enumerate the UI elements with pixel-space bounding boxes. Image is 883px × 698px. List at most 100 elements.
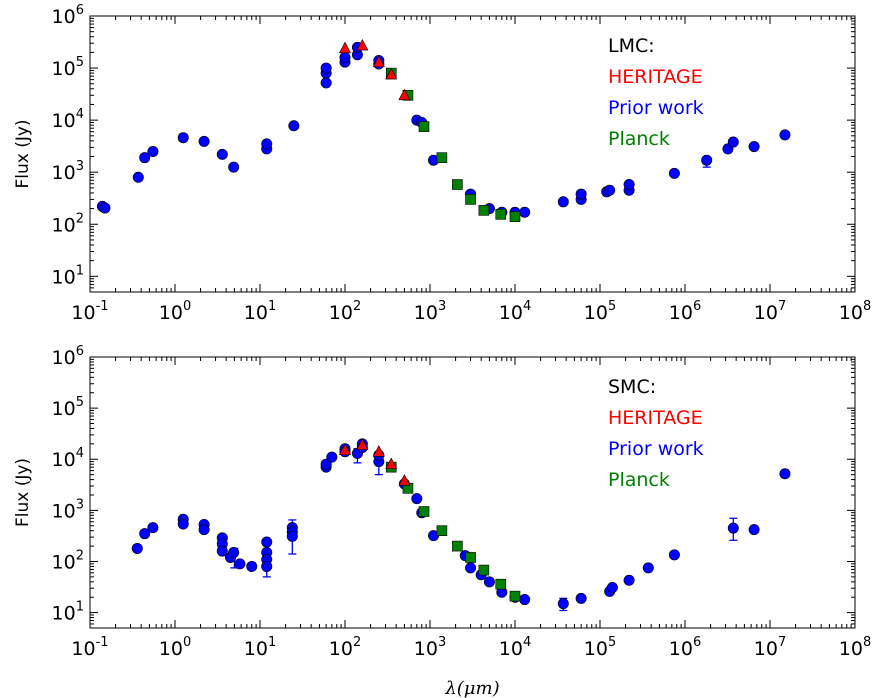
lmc-y-tick-label: 104 <box>52 107 84 132</box>
smc-legend-entry: Prior work <box>608 438 704 460</box>
smc-y-tick-label: 104 <box>52 446 84 471</box>
lmc-y-tick-label: 101 <box>52 263 84 288</box>
lmc-heritage-point <box>398 88 411 101</box>
lmc-y-axis-label: Flux (Jy) <box>13 119 33 188</box>
lmc-prior-work-point <box>198 135 210 147</box>
smc-prior-work-point <box>727 522 739 534</box>
smc-x-tick-label: 106 <box>669 635 701 660</box>
smc-prior-work-point <box>575 592 587 604</box>
smc-prior-work-point <box>668 549 680 561</box>
smc-heritage-point <box>385 457 398 469</box>
smc-y-tick-label: 105 <box>52 395 84 420</box>
lmc-prior-work-point <box>177 132 189 144</box>
lmc-panel: 10-1 100 101 102 103 104 105 106 107 108 101 102 103… <box>13 3 871 324</box>
smc-x-tick-label: 104 <box>499 635 531 660</box>
lmc-prior-work-point <box>575 188 587 200</box>
smc-x-tick-label: 107 <box>754 635 786 660</box>
smc-x-tick-label: 100 <box>159 635 191 660</box>
lmc-x-tick-label: 100 <box>159 299 191 324</box>
smc-prior-work-point <box>465 562 477 574</box>
smc-legend-title: SMC: <box>608 376 656 398</box>
lmc-legend-entry: Prior work <box>608 97 704 119</box>
lmc-axes-frame <box>89 15 856 293</box>
smc-x-axis-label: λ(μm) <box>444 678 499 698</box>
lmc-planck-point <box>452 179 463 190</box>
lmc-prior-work-point <box>779 129 791 141</box>
lmc-x-tick-label: 108 <box>839 299 871 324</box>
smc-planck-point <box>452 540 463 552</box>
lmc-prior-work-point <box>216 148 228 160</box>
lmc-prior-work-point <box>99 202 111 214</box>
lmc-y-tick-label: 103 <box>52 159 84 184</box>
smc-planck-point <box>418 506 430 517</box>
smc-planck-point <box>465 552 476 563</box>
smc-x-tick-label: 102 <box>329 635 361 660</box>
smc-prior-work-point <box>557 598 569 610</box>
smc-x-tick-label: 105 <box>584 635 616 660</box>
smc-planck-point <box>509 590 521 602</box>
smc-y-tick-label: 101 <box>52 600 84 625</box>
smc-prior-work-point <box>177 518 189 530</box>
smc-planck-point <box>495 578 507 590</box>
lmc-x-tick-label: 107 <box>754 299 786 324</box>
lmc-x-tick-label: 101 <box>244 299 276 324</box>
lmc-x-tick-label: 104 <box>499 299 531 324</box>
lmc-prior-work-point <box>623 179 635 191</box>
smc-prior-work-point <box>519 594 531 606</box>
smc-prior-work-point <box>234 558 246 570</box>
lmc-prior-work-point <box>727 136 739 148</box>
lmc-prior-work-point <box>288 120 300 132</box>
smc-prior-work-point <box>216 545 228 557</box>
lmc-prior-work-point <box>748 141 760 153</box>
smc-heritage-point <box>372 445 385 457</box>
smc-prior-work-point <box>139 528 151 540</box>
lmc-heritage-point <box>356 38 369 51</box>
smc-prior-work-point <box>261 536 273 548</box>
smc-legend-entry: Planck <box>608 469 670 491</box>
smc-x-tick-label: 103 <box>414 635 446 660</box>
smc-prior-work-point <box>147 522 159 534</box>
smc-prior-work-point <box>286 530 298 542</box>
lmc-planck-point <box>465 194 476 205</box>
lmc-heritage-point <box>372 55 385 67</box>
lmc-legend-entry: Planck <box>608 128 670 150</box>
smc-planck-point <box>478 564 490 576</box>
lmc-prior-work-point <box>228 161 240 173</box>
smc-prior-work-point <box>326 451 338 463</box>
lmc-planck-point <box>418 121 430 132</box>
smc-prior-work-point <box>606 581 618 593</box>
lmc-x-tick-label: 106 <box>669 299 701 324</box>
lmc-prior-work-point <box>604 184 616 196</box>
smc-prior-work-point <box>483 576 495 588</box>
lmc-heritage-point <box>339 41 351 54</box>
smc-prior-work-point <box>642 562 654 574</box>
lmc-prior-work-point <box>320 62 332 74</box>
smc-y-tick-label: 106 <box>52 344 84 369</box>
lmc-prior-work-point <box>339 51 351 63</box>
smc-heritage-point <box>339 443 351 456</box>
lmc-legend-title: LMC: <box>608 35 655 57</box>
smc-prior-work-point <box>748 524 760 536</box>
lmc-heritage-point <box>385 67 398 80</box>
lmc-planck-point <box>478 205 490 216</box>
lmc-planck-point <box>436 152 448 163</box>
lmc-y-tick-label: 106 <box>52 3 84 28</box>
lmc-prior-work-point <box>139 152 151 164</box>
smc-prior-work-point <box>411 493 423 505</box>
lmc-prior-work-point <box>147 145 159 157</box>
lmc-x-tick-label: 103 <box>414 299 446 324</box>
lmc-prior-work-point <box>557 196 569 208</box>
smc-prior-work-point <box>198 524 210 536</box>
lmc-x-tick-label: 10-1 <box>71 299 108 324</box>
lmc-prior-work-point <box>519 206 531 218</box>
smc-planck-point <box>436 525 448 537</box>
lmc-x-tick-label: 102 <box>329 299 361 324</box>
smc-y-axis-label: Flux (Jy) <box>13 458 33 527</box>
smc-panel: 10-1 100 101 102 103 104 105 106 107 108 101 102 103… <box>13 344 871 698</box>
smc-y-tick-label: 102 <box>52 548 84 573</box>
lmc-x-tick-label: 105 <box>584 299 616 324</box>
lmc-y-tick-label: 102 <box>52 211 84 236</box>
smc-prior-work-point <box>623 574 635 586</box>
lmc-planck-point <box>495 209 507 220</box>
